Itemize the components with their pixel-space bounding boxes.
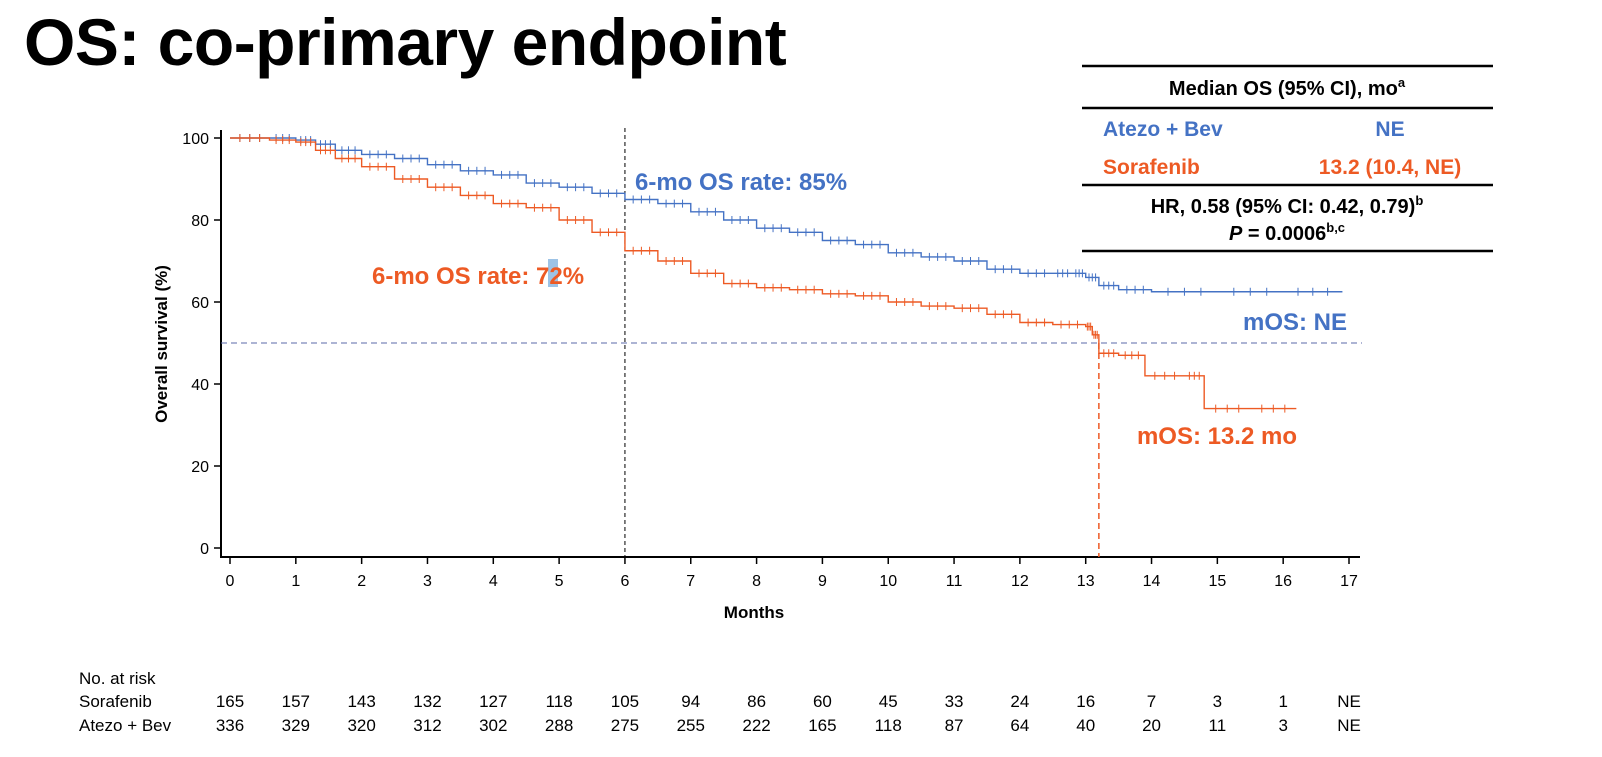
summary-table-header: Median OS (95% CI), moa — [1169, 75, 1406, 100]
x-tick-label: 12 — [1011, 573, 1029, 590]
p-superscript: b,c — [1326, 220, 1345, 235]
risk-table-title: No. at risk — [79, 669, 156, 688]
text-cursor-highlight — [548, 259, 558, 287]
atezo-6mo-annotation: 6-mo OS rate: 85% — [635, 169, 847, 196]
atezo-bev-survival-curve — [230, 137, 1343, 293]
risk-table-cell: NE — [1337, 692, 1361, 711]
risk-table-cell: 118 — [546, 692, 573, 711]
risk-table-cell: 64 — [1010, 716, 1029, 735]
summary-row-label: Atezo + Bev — [1103, 118, 1223, 141]
summary-row-value: NE — [1375, 118, 1404, 141]
risk-table-cell: 1 — [1278, 692, 1287, 711]
risk-table-cell: 157 — [282, 692, 310, 711]
risk-table-cell: 94 — [681, 692, 700, 711]
risk-table-cell: 320 — [347, 716, 375, 735]
risk-table-cell: 288 — [545, 716, 573, 735]
summary-row-value: 13.2 (10.4, NE) — [1319, 156, 1461, 179]
risk-table-cell: 40 — [1076, 716, 1095, 735]
risk-table-cell: 3 — [1278, 716, 1287, 735]
sorafenib-survival-curve — [230, 137, 1297, 410]
p-value-text: P = 0.0006b,c — [1229, 220, 1345, 245]
x-axis-label: Months — [724, 603, 784, 622]
risk-table-cell: 329 — [282, 716, 310, 735]
x-tick-label: 4 — [489, 573, 498, 590]
x-tick-label: 3 — [423, 573, 432, 590]
x-tick-label: 15 — [1208, 573, 1226, 590]
sorafenib-6mo-annotation: 6-mo OS rate: 72% — [372, 263, 584, 290]
risk-table-cell: 11 — [1209, 716, 1227, 735]
risk-table-cell: 275 — [611, 716, 639, 735]
risk-table-cell: 24 — [1010, 692, 1029, 711]
y-tick-label: 100 — [182, 131, 209, 148]
risk-table-cell: 312 — [413, 716, 441, 735]
risk-table-row-label: Atezo + Bev — [79, 716, 172, 735]
risk-table-cell: 165 — [808, 716, 836, 735]
risk-table-cell: 105 — [611, 692, 639, 711]
risk-table-cell: 87 — [945, 716, 964, 735]
y-axis-label: Overall survival (%) — [152, 265, 171, 423]
hazard-ratio-text: HR, 0.58 (95% CI: 0.42, 0.79)b — [1151, 193, 1424, 218]
x-tick-label: 8 — [752, 573, 761, 590]
risk-table-cell: 7 — [1147, 692, 1156, 711]
x-tick-label: 7 — [686, 573, 695, 590]
summary-row-label: Sorafenib — [1103, 156, 1200, 179]
atezo-median-annotation: mOS: NE — [1243, 309, 1347, 336]
slide-title: OS: co-primary endpoint — [24, 5, 787, 79]
summary-header-superscript: a — [1398, 75, 1406, 90]
risk-table-cell: 3 — [1213, 692, 1222, 711]
risk-table-cell: 127 — [479, 692, 507, 711]
y-tick-label: 0 — [200, 541, 209, 558]
risk-table-cell: 222 — [742, 716, 770, 735]
y-tick-label: 40 — [191, 377, 209, 394]
risk-table-cell: 16 — [1076, 692, 1095, 711]
risk-table-cell: 336 — [216, 716, 244, 735]
risk-table-row-label: Sorafenib — [79, 692, 152, 711]
x-tick-label: 17 — [1340, 573, 1358, 590]
p-value: = 0.0006 — [1242, 223, 1326, 245]
x-tick-label: 16 — [1274, 573, 1292, 590]
x-tick-label: 6 — [620, 573, 629, 590]
risk-table-cell: 86 — [747, 692, 766, 711]
risk-table-cell: 45 — [879, 692, 898, 711]
risk-table-cell: 143 — [347, 692, 375, 711]
x-tick-label: 2 — [357, 573, 366, 590]
risk-table-cell: 165 — [216, 692, 244, 711]
x-tick-label: 11 — [946, 573, 963, 590]
x-tick-label: 13 — [1077, 573, 1095, 590]
x-tick-label: 1 — [291, 573, 300, 590]
y-tick-label: 20 — [191, 459, 209, 476]
risk-table-cell: NE — [1337, 716, 1361, 735]
hr-superscript: b — [1415, 193, 1423, 208]
risk-table-cell: 255 — [677, 716, 705, 735]
x-tick-label: 10 — [879, 573, 897, 590]
x-tick-label: 0 — [226, 573, 235, 590]
risk-table-cell: 20 — [1142, 716, 1161, 735]
x-tick-label: 5 — [555, 573, 564, 590]
y-tick-label: 80 — [191, 213, 209, 230]
x-tick-label: 9 — [818, 573, 827, 590]
risk-table-cell: 60 — [813, 692, 832, 711]
p-label: P — [1229, 223, 1243, 245]
y-tick-label: 60 — [191, 295, 209, 312]
risk-table-cell: 33 — [945, 692, 964, 711]
risk-table-cell: 302 — [479, 716, 507, 735]
risk-table-cell: 118 — [875, 716, 902, 735]
risk-table-cell: 132 — [413, 692, 441, 711]
x-tick-label: 14 — [1143, 573, 1161, 590]
sorafenib-median-annotation: mOS: 13.2 mo — [1137, 423, 1297, 450]
